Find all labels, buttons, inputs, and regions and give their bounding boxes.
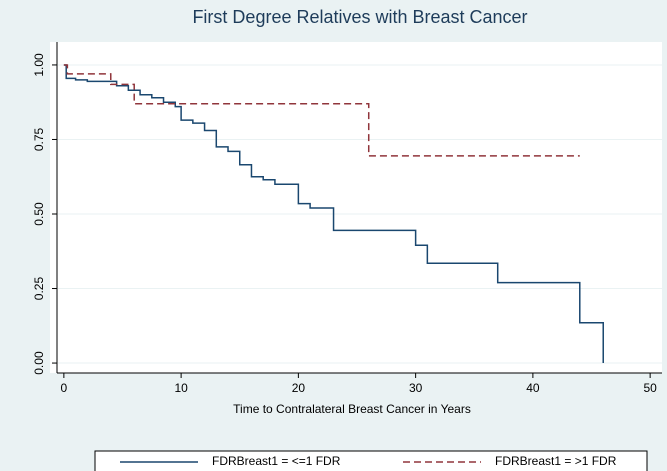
x-tick-label: 20 [292,381,306,395]
x-tick-label: 0 [61,381,68,395]
plot-area [50,42,662,373]
x-tick-label: 10 [174,381,188,395]
chart-title: First Degree Relatives with Breast Cance… [192,7,527,27]
legend-label: FDRBreast1 = >1 FDR [495,454,617,468]
y-tick-label: 1.00 [32,53,46,77]
km-curve [63,64,604,364]
x-tick-label: 30 [409,381,423,395]
legend [94,450,648,471]
km-curve [63,64,580,157]
x-tick-label: 40 [526,381,540,395]
legend-label: FDRBreast1 = <=1 FDR [212,454,341,468]
y-tick-label: 0.25 [32,277,46,301]
y-tick-label: 0.50 [32,202,46,226]
x-axis-label: Time to Contralateral Breast Cancer in Y… [233,402,471,416]
y-tick-label: 0.00 [32,351,46,375]
x-tick-label: 50 [643,381,657,395]
y-tick-label: 0.75 [32,127,46,151]
